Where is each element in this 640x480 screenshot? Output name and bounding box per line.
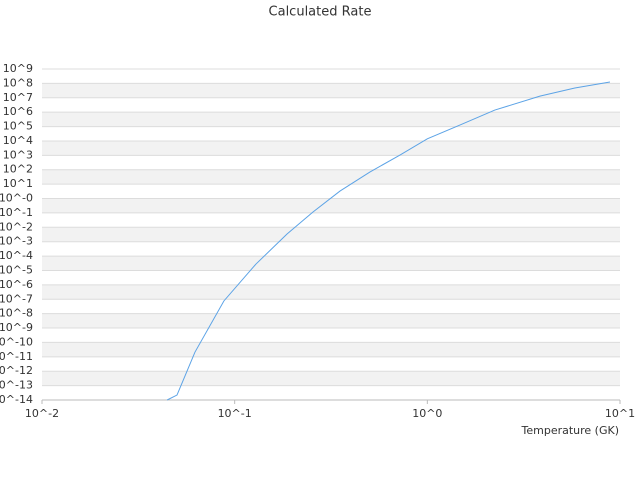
y-tick-label: 10^-10 (0, 335, 33, 348)
chart-title: Calculated Rate (269, 5, 372, 20)
grid-band (42, 169, 620, 185)
y-tick-label: 10^-11 (0, 350, 33, 363)
grid-band (42, 140, 620, 156)
y-tick-label: 10^9 (3, 62, 33, 75)
grid-band (42, 356, 620, 372)
x-axis-label: Temperature (GK) (521, 424, 620, 437)
y-tick-label: 10^-7 (0, 292, 33, 305)
grid-band (42, 83, 620, 98)
x-tick-label: 10^1 (605, 407, 635, 420)
y-tick-label: 10^8 (3, 76, 33, 89)
y-tick-label: 10^2 (3, 163, 33, 176)
y-tick-label: 10^1 (3, 177, 33, 190)
x-tick-label: 10^-1 (218, 407, 252, 420)
y-tick-label: 10^-4 (0, 249, 33, 262)
grid-band (42, 342, 620, 357)
y-tick-label: 10^-8 (0, 307, 33, 320)
grid-band (42, 227, 620, 242)
y-tick-label: 10^-2 (0, 220, 33, 233)
grid-band (42, 270, 620, 285)
grid-band (42, 212, 620, 228)
y-tick-label: 10^-1 (0, 206, 33, 219)
x-tick-label: 10^-2 (25, 407, 59, 420)
y-tick-label: 10^-12 (0, 364, 33, 377)
y-tick-label: 10^-14 (0, 393, 33, 406)
grid-band (42, 256, 620, 271)
grid-band (42, 284, 620, 300)
y-tick-label: 10^7 (3, 91, 33, 104)
grid-band (42, 328, 620, 343)
data-line (166, 81, 611, 401)
grid-band (42, 97, 620, 113)
y-tick-label: 10^5 (3, 120, 33, 133)
grid-band (42, 126, 620, 141)
grid-band (42, 112, 620, 127)
x-tick-label: 10^0 (412, 407, 442, 420)
grid-band (42, 371, 620, 386)
grid-band (42, 299, 620, 314)
grid-band (42, 241, 620, 257)
y-tick-label: 10^6 (3, 105, 33, 118)
grid-band (42, 385, 620, 400)
grid-band (42, 313, 620, 329)
y-tick-label: 10^4 (3, 134, 33, 147)
grid-band (42, 155, 620, 170)
y-tick-label: 10^-9 (0, 321, 33, 334)
grid-band (42, 184, 620, 199)
y-tick-label: 10^-13 (0, 379, 33, 392)
y-tick-label: 10^3 (3, 148, 33, 161)
y-tick-label: 10^-0 (0, 192, 33, 205)
y-tick-label: 10^-3 (0, 235, 33, 248)
y-tick-label: 10^-6 (0, 278, 33, 291)
grid-band (42, 69, 620, 84)
y-tick-label: 10^-5 (0, 263, 33, 276)
grid-band (42, 198, 620, 213)
